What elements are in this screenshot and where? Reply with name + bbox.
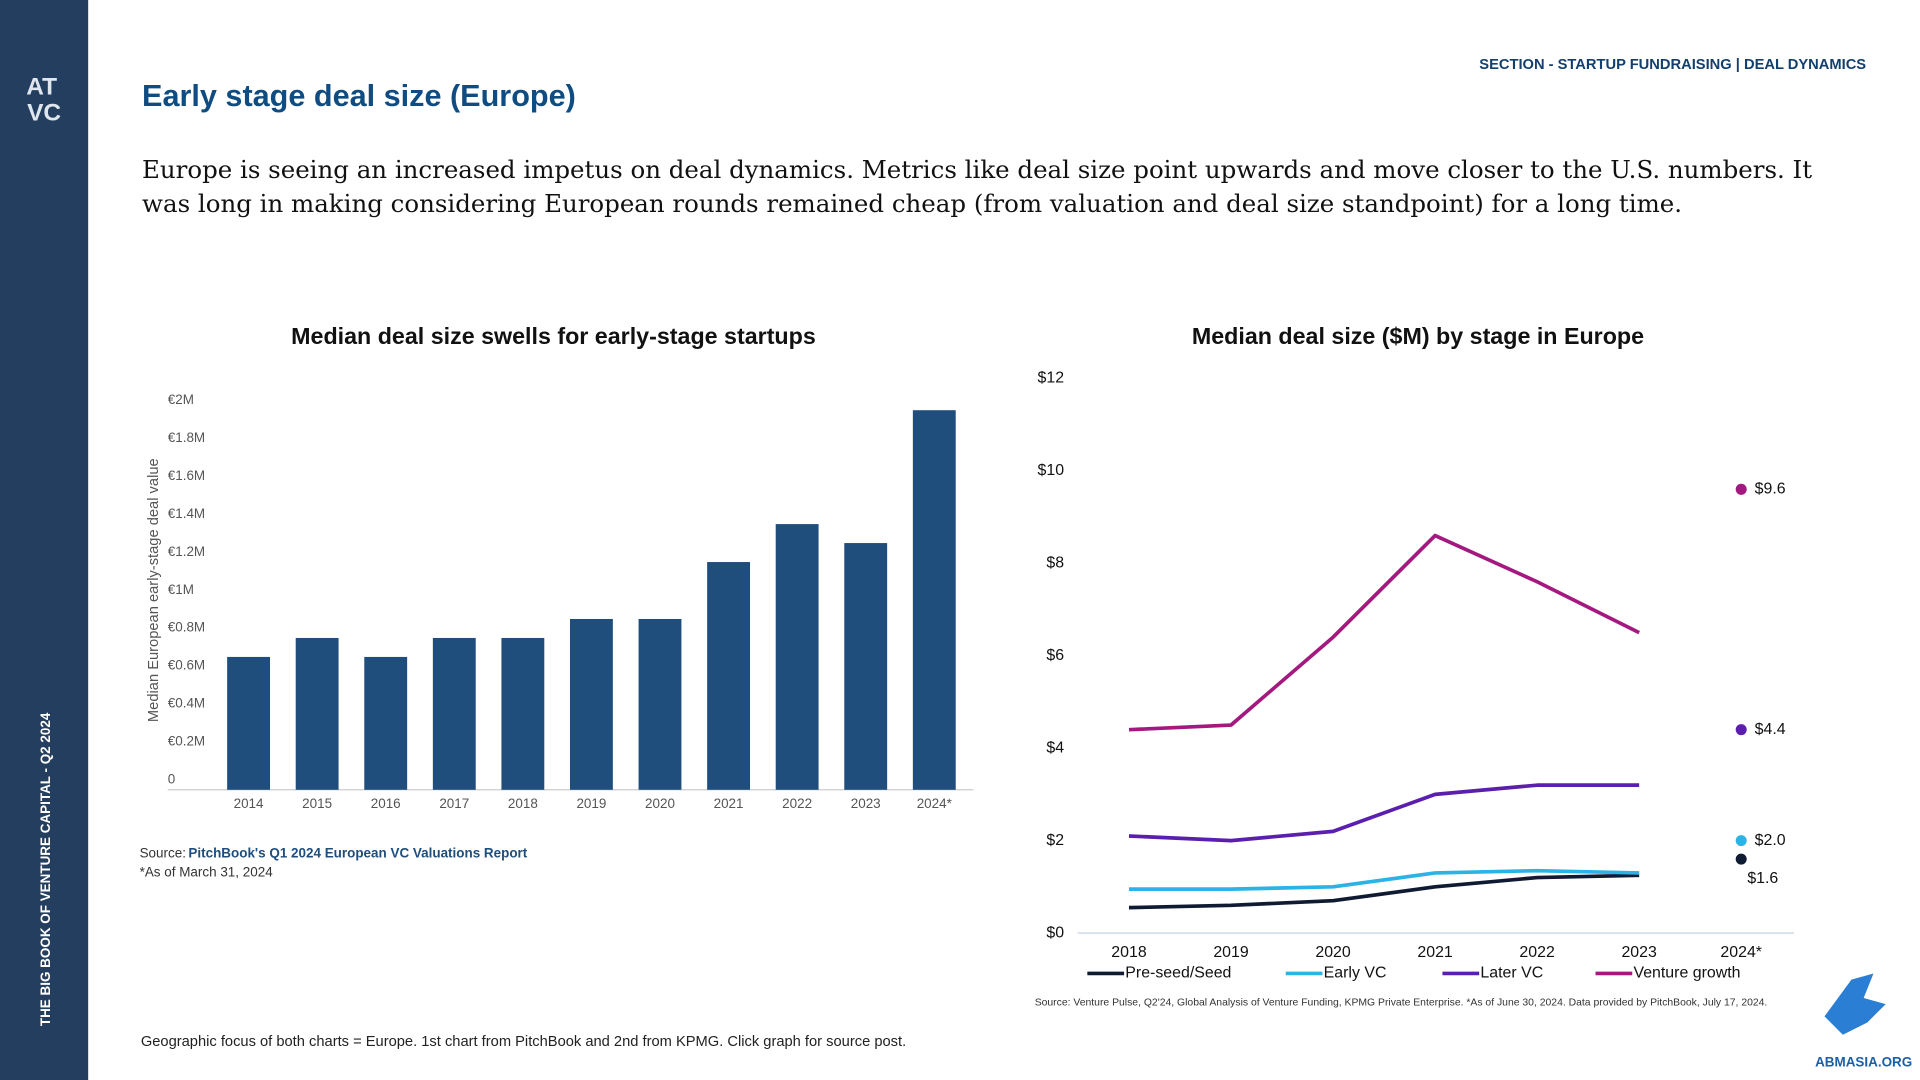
end-point [1735, 724, 1747, 736]
source-link: PitchBook's Q1 2024 European VC Valuatio… [188, 845, 527, 860]
legend-label: Later VC [1480, 965, 1543, 982]
y-tick-label: €2M [168, 392, 194, 407]
source-note: *As of March 31, 2024 [140, 865, 274, 880]
x-tick-label: 2019 [1213, 944, 1249, 961]
y-tick-label: $12 [1038, 370, 1065, 387]
x-tick-label: 2021 [714, 796, 744, 811]
x-tick-label: 2017 [439, 796, 469, 811]
source-prefix: Source: [140, 845, 186, 860]
bar [775, 524, 819, 790]
y-tick-label: €0.4M [168, 696, 205, 711]
end-point [1735, 835, 1747, 847]
bar [844, 543, 888, 790]
bar [227, 656, 270, 790]
y-tick-label: $2 [1046, 832, 1064, 849]
end-point [1735, 483, 1747, 495]
y-tick-label: 0 [168, 772, 175, 787]
chart-title: Median deal size swells for early-stage … [291, 323, 816, 349]
y-tick-label: $6 [1046, 647, 1064, 664]
x-tick-label: 2014 [234, 796, 264, 811]
y-axis-label: Median European early-stage deal value [146, 458, 162, 722]
watermark-logo [1824, 973, 1886, 1035]
y-tick-label: €1M [168, 582, 194, 597]
line-chart[interactable]: Median deal size ($M) by stage in Europe… [1035, 323, 1794, 1009]
y-tick-label: €1.2M [168, 544, 205, 559]
series-line [1128, 783, 1640, 843]
legend-label: Early VC [1324, 965, 1387, 982]
body-line: Europe is seeing an increased impetus on… [142, 155, 1812, 184]
x-tick-label: 2016 [371, 796, 401, 811]
x-tick-label: 2015 [302, 796, 332, 811]
series-line [1128, 533, 1640, 732]
logo-bottom: VC [27, 99, 61, 126]
logo-top: AT [26, 74, 57, 101]
bar-chart[interactable]: Median deal size swells for early-stage … [140, 323, 974, 880]
x-tick-label: 2024* [1720, 944, 1762, 961]
data-label: $4.4 [1755, 721, 1786, 738]
y-tick-label: $10 [1038, 462, 1065, 479]
x-tick-label: 2024* [917, 796, 953, 811]
x-tick-label: 2022 [782, 796, 812, 811]
chart-title: Median deal size ($M) by stage in Europe [1192, 323, 1644, 349]
x-tick-label: 2018 [508, 796, 538, 811]
y-tick-label: $8 [1046, 554, 1064, 571]
bar [364, 656, 408, 790]
watermark: ABMASIA.ORG [1815, 1054, 1912, 1069]
slide-title: Early stage deal size (Europe) [142, 79, 576, 113]
y-tick-label: $0 [1046, 924, 1064, 941]
bar [432, 637, 476, 790]
x-tick-label: 2023 [1621, 944, 1657, 961]
legend-label: Venture growth [1633, 965, 1740, 982]
x-tick-label: 2023 [851, 796, 881, 811]
data-label: $2.0 [1755, 832, 1786, 849]
x-tick-label: 2018 [1111, 944, 1147, 961]
x-tick-label: 2020 [645, 796, 675, 811]
data-label: $9.6 [1755, 481, 1786, 498]
bar [501, 637, 545, 790]
y-tick-label: €1.4M [168, 506, 205, 521]
sidebar-text: THE BIG BOOK OF VENTURE CAPITAL - Q2 202… [38, 712, 53, 1026]
y-tick-label: €0.8M [168, 620, 205, 635]
bar [570, 618, 613, 790]
x-tick-label: 2020 [1315, 944, 1351, 961]
source: Source: Venture Pulse, Q2'24, Global Ana… [1035, 998, 1768, 1009]
x-tick-label: 2021 [1417, 944, 1453, 961]
y-tick-label: €0.6M [168, 658, 205, 673]
bar [912, 410, 956, 790]
body-line: was long in making considering European … [142, 189, 1682, 218]
series-line [1128, 873, 1640, 910]
y-tick-label: €0.2M [168, 734, 205, 749]
bar [638, 618, 682, 790]
end-point [1735, 853, 1747, 865]
y-tick-label: $4 [1046, 739, 1064, 756]
source: Source: PitchBook's Q1 2024 European VC V… [140, 845, 528, 860]
footer-note: Geographic focus of both charts = Europe… [141, 1034, 906, 1050]
legend-label: Pre-seed/Seed [1125, 965, 1231, 982]
y-tick-label: €1.8M [168, 430, 205, 445]
data-label: $1.6 [1747, 870, 1778, 887]
y-tick-label: €1.6M [168, 468, 205, 483]
bar [707, 562, 750, 790]
x-tick-label: 2022 [1519, 944, 1555, 961]
section-label: SECTION - STARTUP FUNDRAISING | DEAL DYN… [1479, 57, 1866, 73]
sidebar [0, 0, 89, 1080]
x-tick-label: 2019 [576, 796, 606, 811]
series-line [1128, 868, 1640, 891]
bar [295, 637, 339, 790]
